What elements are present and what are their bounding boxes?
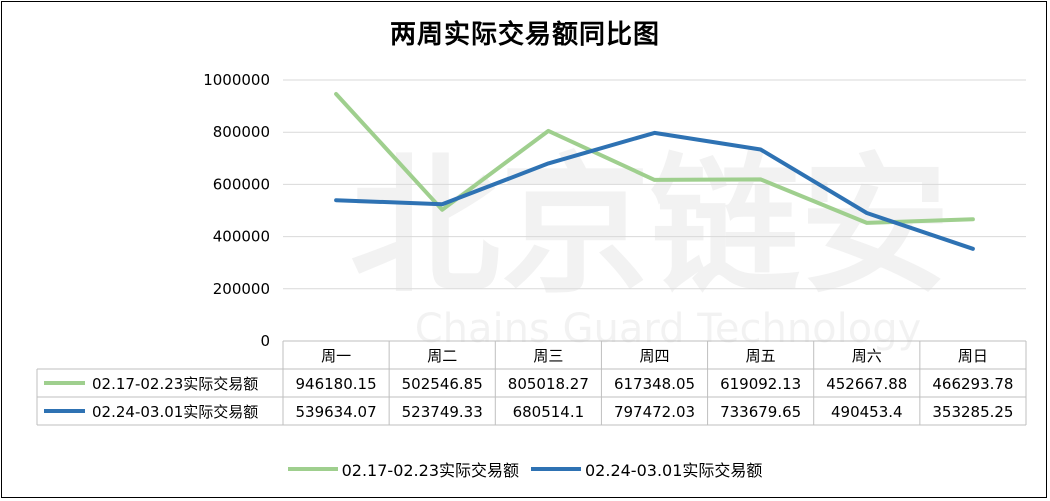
data-label: 452667.88	[826, 375, 907, 393]
data-label: 733679.65	[720, 403, 801, 421]
x-tick-label: 周一	[321, 347, 351, 365]
x-tick-label: 周二	[427, 347, 457, 365]
watermark-en: Chains Guard Technology	[415, 306, 922, 352]
data-label: 619092.13	[720, 375, 801, 393]
series-lines	[334, 92, 975, 251]
data-label: 617348.05	[614, 375, 695, 393]
legend-label: 02.24-03.01实际交易额	[585, 461, 763, 480]
series-line	[334, 130, 975, 251]
data-label: 353285.25	[932, 403, 1013, 421]
y-tick-label: 200000	[213, 280, 270, 298]
chart-title: 两周实际交易额同比图	[389, 20, 660, 50]
data-label: 805018.27	[508, 375, 589, 393]
y-tick-label: 0	[260, 332, 270, 350]
legend-swatch	[287, 467, 338, 471]
data-label: 523749.33	[402, 403, 483, 421]
data-table: 周一 周二 周三 周四 周五 周六 周日 02.17-02.23实际交易额 946180.15 5…	[36, 340, 1027, 426]
legend-swatch	[531, 467, 581, 471]
x-tick-label: 周五	[746, 347, 776, 365]
y-axis-ticks: 0 200000 400000 600000 800000 1000000	[203, 71, 270, 350]
grid-lines	[283, 79, 1026, 290]
data-label: 502546.85	[402, 375, 483, 393]
x-tick-label: 周四	[639, 347, 669, 365]
y-tick-label: 800000	[213, 123, 270, 141]
series-line	[334, 92, 975, 225]
legend-item: 02.17-02.23实际交易额	[287, 457, 519, 481]
y-tick-label: 400000	[213, 228, 270, 246]
legend: 02.17-02.23实际交易额 02.24-03.01实际交易额	[0, 456, 1050, 481]
x-tick-label: 周日	[958, 347, 988, 365]
data-label: 680514.1	[513, 403, 585, 421]
table-series-name: 02.17-02.23实际交易额	[92, 375, 258, 393]
legend-label: 02.17-02.23实际交易额	[341, 461, 519, 480]
table-series-name: 02.24-03.01实际交易额	[92, 403, 258, 421]
data-label: 946180.15	[296, 375, 377, 393]
y-tick-label: 1000000	[203, 71, 270, 89]
data-label: 490453.4	[831, 403, 903, 421]
y-tick-label: 600000	[213, 175, 270, 193]
x-tick-label: 周六	[852, 347, 882, 365]
data-label: 466293.78	[932, 375, 1013, 393]
watermark-cn: 北京链安	[350, 140, 950, 314]
data-label: 797472.03	[614, 403, 695, 421]
x-tick-label: 周三	[533, 347, 563, 365]
legend-item: 02.24-03.01实际交易额	[531, 457, 762, 481]
data-label: 539634.07	[296, 403, 377, 421]
